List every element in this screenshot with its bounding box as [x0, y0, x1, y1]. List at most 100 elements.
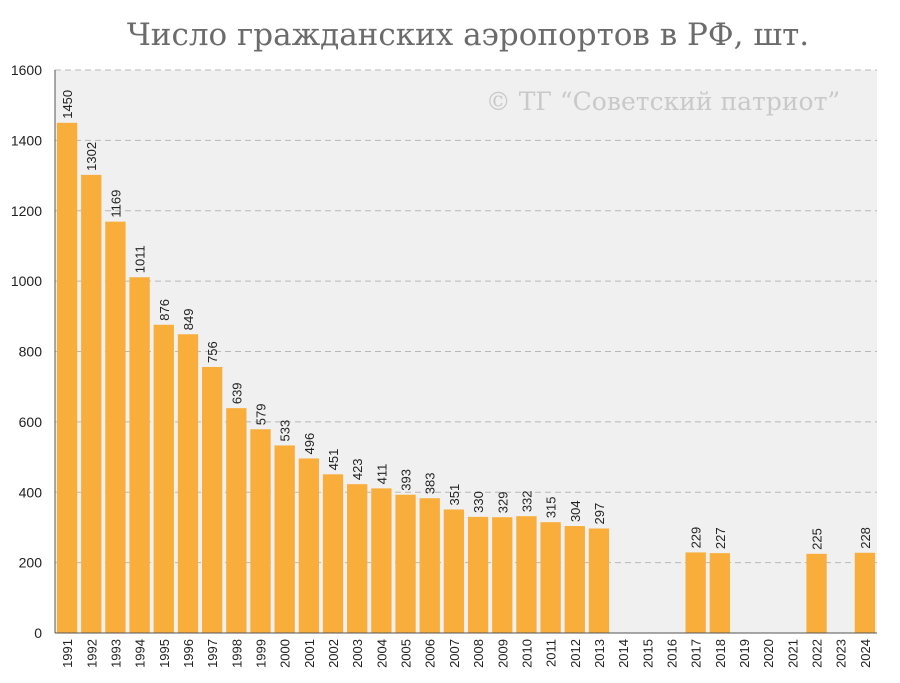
bar — [564, 526, 585, 633]
x-tick-label: 2015 — [640, 639, 655, 668]
data-label: 330 — [471, 491, 486, 513]
x-tick-label: 2000 — [278, 639, 293, 668]
y-tick-label: 1000 — [11, 273, 42, 289]
data-label: 1169 — [108, 190, 123, 218]
x-tick-label: 2006 — [423, 639, 438, 668]
x-tick-label: 2008 — [471, 639, 486, 668]
x-tick-label: 2011 — [544, 639, 559, 667]
y-tick-label: 200 — [19, 555, 43, 571]
x-tick-label: 2020 — [761, 639, 776, 668]
bar — [250, 429, 271, 633]
bar — [201, 366, 223, 633]
x-tick-label: 2013 — [592, 639, 607, 668]
bar — [854, 552, 876, 633]
x-tick-label: 2007 — [447, 639, 462, 668]
bar — [56, 122, 78, 633]
x-tick-label: 2010 — [519, 639, 534, 668]
bar — [516, 516, 537, 633]
data-label: 411 — [374, 464, 389, 485]
data-label: 297 — [592, 503, 607, 525]
data-label: 451 — [326, 449, 341, 471]
y-tick-label: 1400 — [11, 132, 42, 148]
x-tick-label: 2021 — [785, 639, 800, 668]
x-tick-label: 1992 — [84, 639, 99, 668]
x-tick-label: 1999 — [254, 639, 269, 668]
x-tick-label: 2016 — [665, 639, 680, 668]
bar — [467, 516, 489, 633]
data-label: 1011 — [133, 245, 148, 273]
y-tick-label: 800 — [19, 344, 43, 360]
x-tick-label: 2023 — [834, 639, 849, 668]
data-label: 315 — [544, 496, 559, 518]
y-tick-label: 600 — [19, 414, 43, 430]
x-tick-label: 2022 — [810, 639, 825, 668]
x-tick-label: 1997 — [205, 639, 220, 668]
x-tick-label: 2017 — [689, 639, 704, 668]
x-tick-label: 2002 — [326, 639, 341, 668]
bar — [322, 474, 344, 633]
data-label: 228 — [858, 527, 873, 549]
data-label: 351 — [447, 484, 462, 506]
x-tick-label: 2001 — [302, 639, 317, 668]
data-label: 329 — [495, 492, 510, 514]
data-label: 849 — [181, 309, 196, 331]
bar — [588, 528, 610, 633]
data-label: 876 — [157, 299, 172, 321]
x-tick-label: 2024 — [858, 639, 873, 668]
y-tick-label: 1600 — [11, 62, 42, 78]
x-tick-label: 2005 — [399, 639, 414, 668]
data-label: 1302 — [84, 142, 99, 171]
bar — [540, 522, 561, 633]
bar — [685, 552, 706, 633]
bar — [226, 408, 247, 633]
bar — [105, 221, 126, 633]
gridlines — [55, 69, 877, 564]
data-label: 423 — [350, 458, 365, 480]
x-tick-label: 2012 — [568, 639, 583, 668]
chart-title: Число гражданских аэропортов в РФ, шт. — [127, 17, 809, 53]
data-label: 639 — [229, 382, 244, 404]
bar — [81, 174, 102, 633]
x-tick-label: 2014 — [616, 639, 631, 668]
bar — [709, 553, 731, 633]
bar — [274, 445, 295, 633]
data-label: 304 — [568, 500, 583, 522]
y-tick-label: 1200 — [11, 203, 42, 219]
bar — [153, 324, 174, 633]
data-label: 383 — [423, 473, 438, 495]
x-tick-label: 1993 — [108, 639, 123, 668]
bars — [56, 122, 876, 633]
bar — [129, 277, 150, 633]
data-label: 496 — [302, 433, 317, 455]
bar — [492, 517, 513, 633]
data-label: 332 — [519, 490, 534, 512]
bar — [371, 488, 392, 633]
watermark: © ТГ “Советский патриот” — [486, 87, 840, 116]
bar — [298, 458, 320, 633]
data-label: 756 — [205, 341, 220, 363]
bar — [419, 498, 440, 633]
x-tick-labels: 1991 1992 1993 1994 1995 1996 1997 1998 1999 2000… — [60, 639, 873, 668]
data-label: 225 — [810, 528, 825, 550]
x-tick-label: 1998 — [229, 639, 244, 668]
y-tick-labels: 0 200 400 600 800 1000 1200 1400 1600 — [11, 62, 42, 641]
y-tick-label: 400 — [19, 484, 43, 500]
bar — [806, 553, 827, 633]
x-tick-label: 1994 — [133, 639, 148, 668]
bar — [443, 509, 465, 633]
x-tick-label: 1995 — [157, 639, 172, 668]
data-label: 579 — [254, 404, 269, 426]
bar — [177, 334, 199, 633]
x-tick-label: 1991 — [60, 639, 75, 668]
x-tick-label: 2019 — [737, 639, 752, 668]
x-tick-label: 1996 — [181, 639, 196, 668]
data-label: 229 — [689, 527, 704, 549]
data-label: 227 — [713, 527, 728, 549]
data-labels: 1450 1302 1169 1011 876 849 756 639 579 533 496 451… — [60, 90, 873, 550]
bar — [347, 484, 368, 633]
x-tick-label: 2004 — [374, 639, 389, 668]
x-tick-label: 2018 — [713, 639, 728, 668]
y-tick-label: 0 — [34, 625, 42, 641]
bar — [395, 494, 416, 633]
